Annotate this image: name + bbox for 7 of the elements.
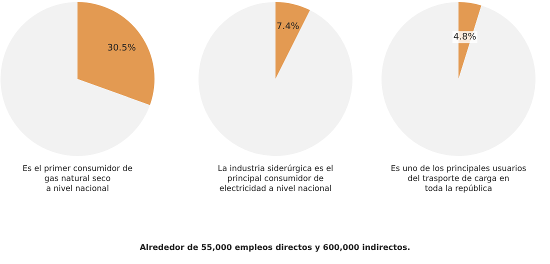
text: La industria siderúrgica es el principal consumidor de electricidad a nivel nacional	[216, 164, 334, 194]
text: Es uno de los principales usuarios del trasporte de carga en toda la república	[390, 164, 528, 194]
text: Alrededor de 55,000 empleos directos y 600,000 indirectos.	[138, 243, 412, 252]
data-label: 30.5%	[107, 43, 136, 54]
data-label: 7.4%	[276, 22, 300, 32]
data-label: 4.8%	[453, 32, 477, 42]
text: Es el primer consumidor de gas natural seco a nivel nacional	[21, 164, 134, 194]
